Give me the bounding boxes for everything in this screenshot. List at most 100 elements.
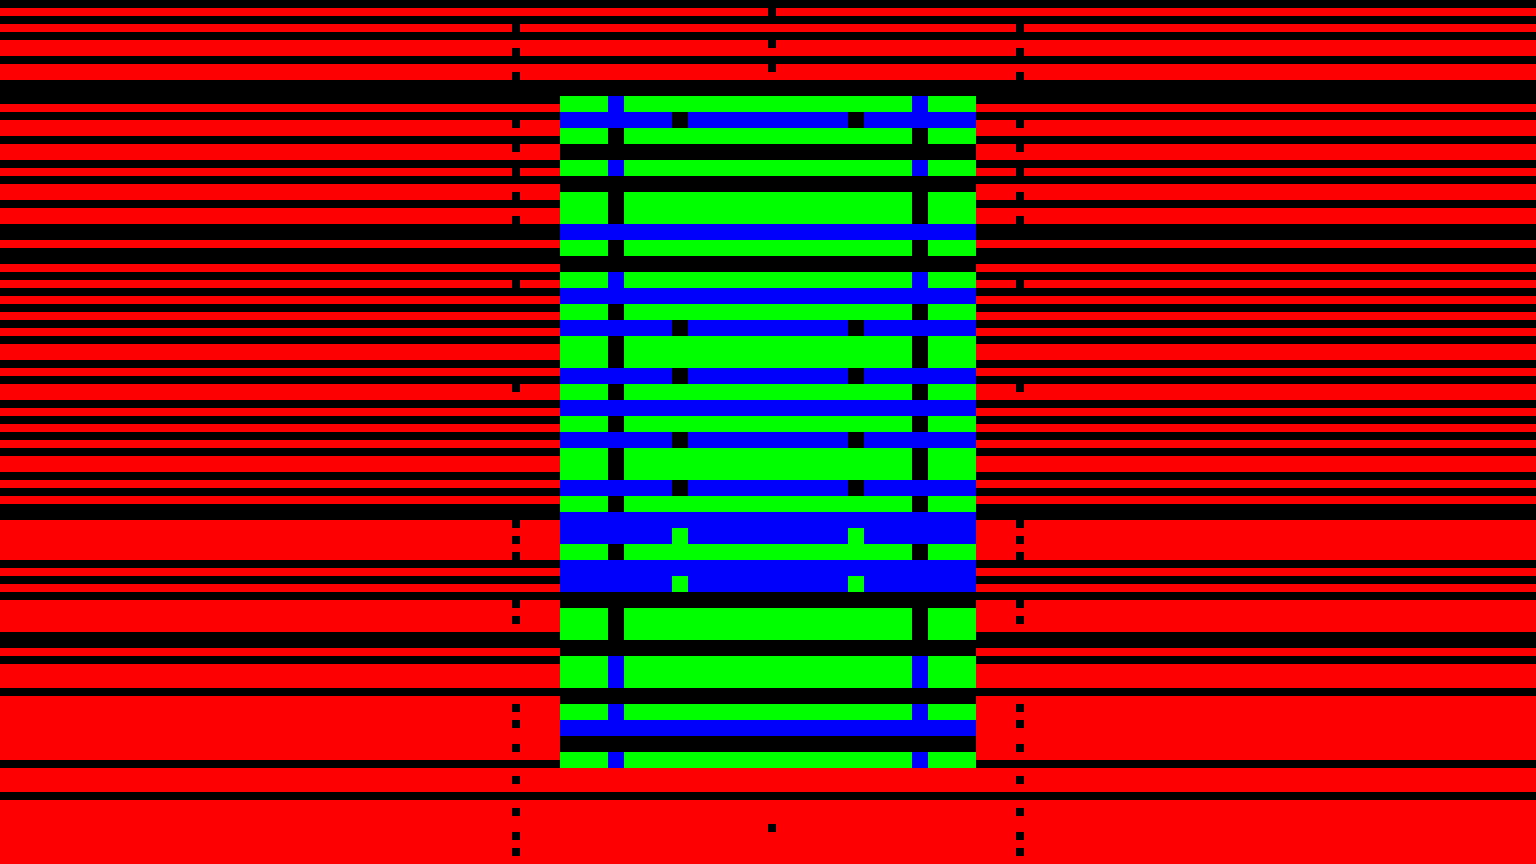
dot xyxy=(768,40,776,48)
dot xyxy=(512,72,520,80)
marker xyxy=(672,480,688,496)
dot xyxy=(1016,552,1024,560)
separator xyxy=(608,96,624,112)
dots xyxy=(512,8,1024,856)
dot xyxy=(1016,192,1024,200)
marker xyxy=(672,576,688,592)
dot xyxy=(1016,280,1024,288)
separator xyxy=(608,192,624,224)
separator xyxy=(608,128,624,144)
separator xyxy=(608,336,624,368)
separator xyxy=(912,272,928,288)
marker xyxy=(672,112,688,128)
dot xyxy=(512,776,520,784)
dot xyxy=(1016,72,1024,80)
dot xyxy=(512,848,520,856)
blue-row xyxy=(560,368,976,384)
separator xyxy=(608,448,624,480)
separator xyxy=(912,240,928,256)
marker xyxy=(848,576,864,592)
marker xyxy=(848,528,864,544)
dot xyxy=(768,8,776,16)
dot xyxy=(512,720,520,728)
separator xyxy=(608,384,624,400)
green-row xyxy=(560,704,976,720)
dot xyxy=(1016,536,1024,544)
dot xyxy=(1016,656,1024,664)
separator xyxy=(608,656,624,688)
separator xyxy=(912,704,928,720)
dot xyxy=(1016,520,1024,528)
dot xyxy=(512,120,520,128)
dot xyxy=(1016,360,1024,368)
dot xyxy=(512,472,520,480)
green-row xyxy=(560,608,976,640)
dot xyxy=(512,216,520,224)
green-row xyxy=(560,272,976,288)
blue-row xyxy=(560,512,976,544)
dot xyxy=(512,536,520,544)
marker xyxy=(848,480,864,496)
separator xyxy=(912,496,928,512)
green-row xyxy=(560,384,976,400)
dot xyxy=(1016,808,1024,816)
dot xyxy=(1016,432,1024,440)
separator xyxy=(608,608,624,640)
dot xyxy=(512,600,520,608)
green-row xyxy=(560,304,976,320)
marker xyxy=(672,432,688,448)
dot xyxy=(1016,144,1024,152)
dot xyxy=(768,824,776,832)
separator xyxy=(608,304,624,320)
dot xyxy=(1016,24,1024,32)
dot xyxy=(1016,472,1024,480)
dot xyxy=(512,280,520,288)
red-stripe xyxy=(0,24,1536,32)
dot xyxy=(1016,744,1024,752)
separator xyxy=(912,656,928,688)
green-row xyxy=(560,544,976,560)
separator xyxy=(912,128,928,144)
dot xyxy=(1016,832,1024,840)
dot xyxy=(512,832,520,840)
green-row xyxy=(560,96,976,112)
separator xyxy=(912,192,928,224)
marker xyxy=(672,368,688,384)
blue-row xyxy=(560,400,976,416)
dot xyxy=(512,808,520,816)
blue-row xyxy=(560,288,976,304)
dot xyxy=(512,48,520,56)
green-row xyxy=(560,416,976,432)
dot xyxy=(512,384,520,392)
dot xyxy=(1016,400,1024,408)
marker xyxy=(672,528,688,544)
separator xyxy=(912,544,928,560)
dot xyxy=(512,744,520,752)
green-row xyxy=(560,160,976,176)
separator xyxy=(608,752,624,768)
dot xyxy=(512,168,520,176)
green-row xyxy=(560,496,976,512)
green-row xyxy=(560,240,976,256)
separator xyxy=(608,704,624,720)
dot xyxy=(512,360,520,368)
separator xyxy=(912,336,928,368)
dot xyxy=(1016,704,1024,712)
separator xyxy=(608,272,624,288)
dot xyxy=(512,432,520,440)
dot xyxy=(1016,168,1024,176)
blue-row xyxy=(560,224,976,240)
green-row xyxy=(560,336,976,368)
dot xyxy=(1016,216,1024,224)
separator xyxy=(912,416,928,432)
dot xyxy=(512,616,520,624)
panel-rows xyxy=(560,96,976,768)
dot xyxy=(1016,720,1024,728)
dot xyxy=(512,192,520,200)
green-row xyxy=(560,752,976,768)
marker xyxy=(848,432,864,448)
dot xyxy=(512,400,520,408)
separator xyxy=(608,240,624,256)
blue-row xyxy=(560,432,976,448)
dot xyxy=(512,256,520,264)
